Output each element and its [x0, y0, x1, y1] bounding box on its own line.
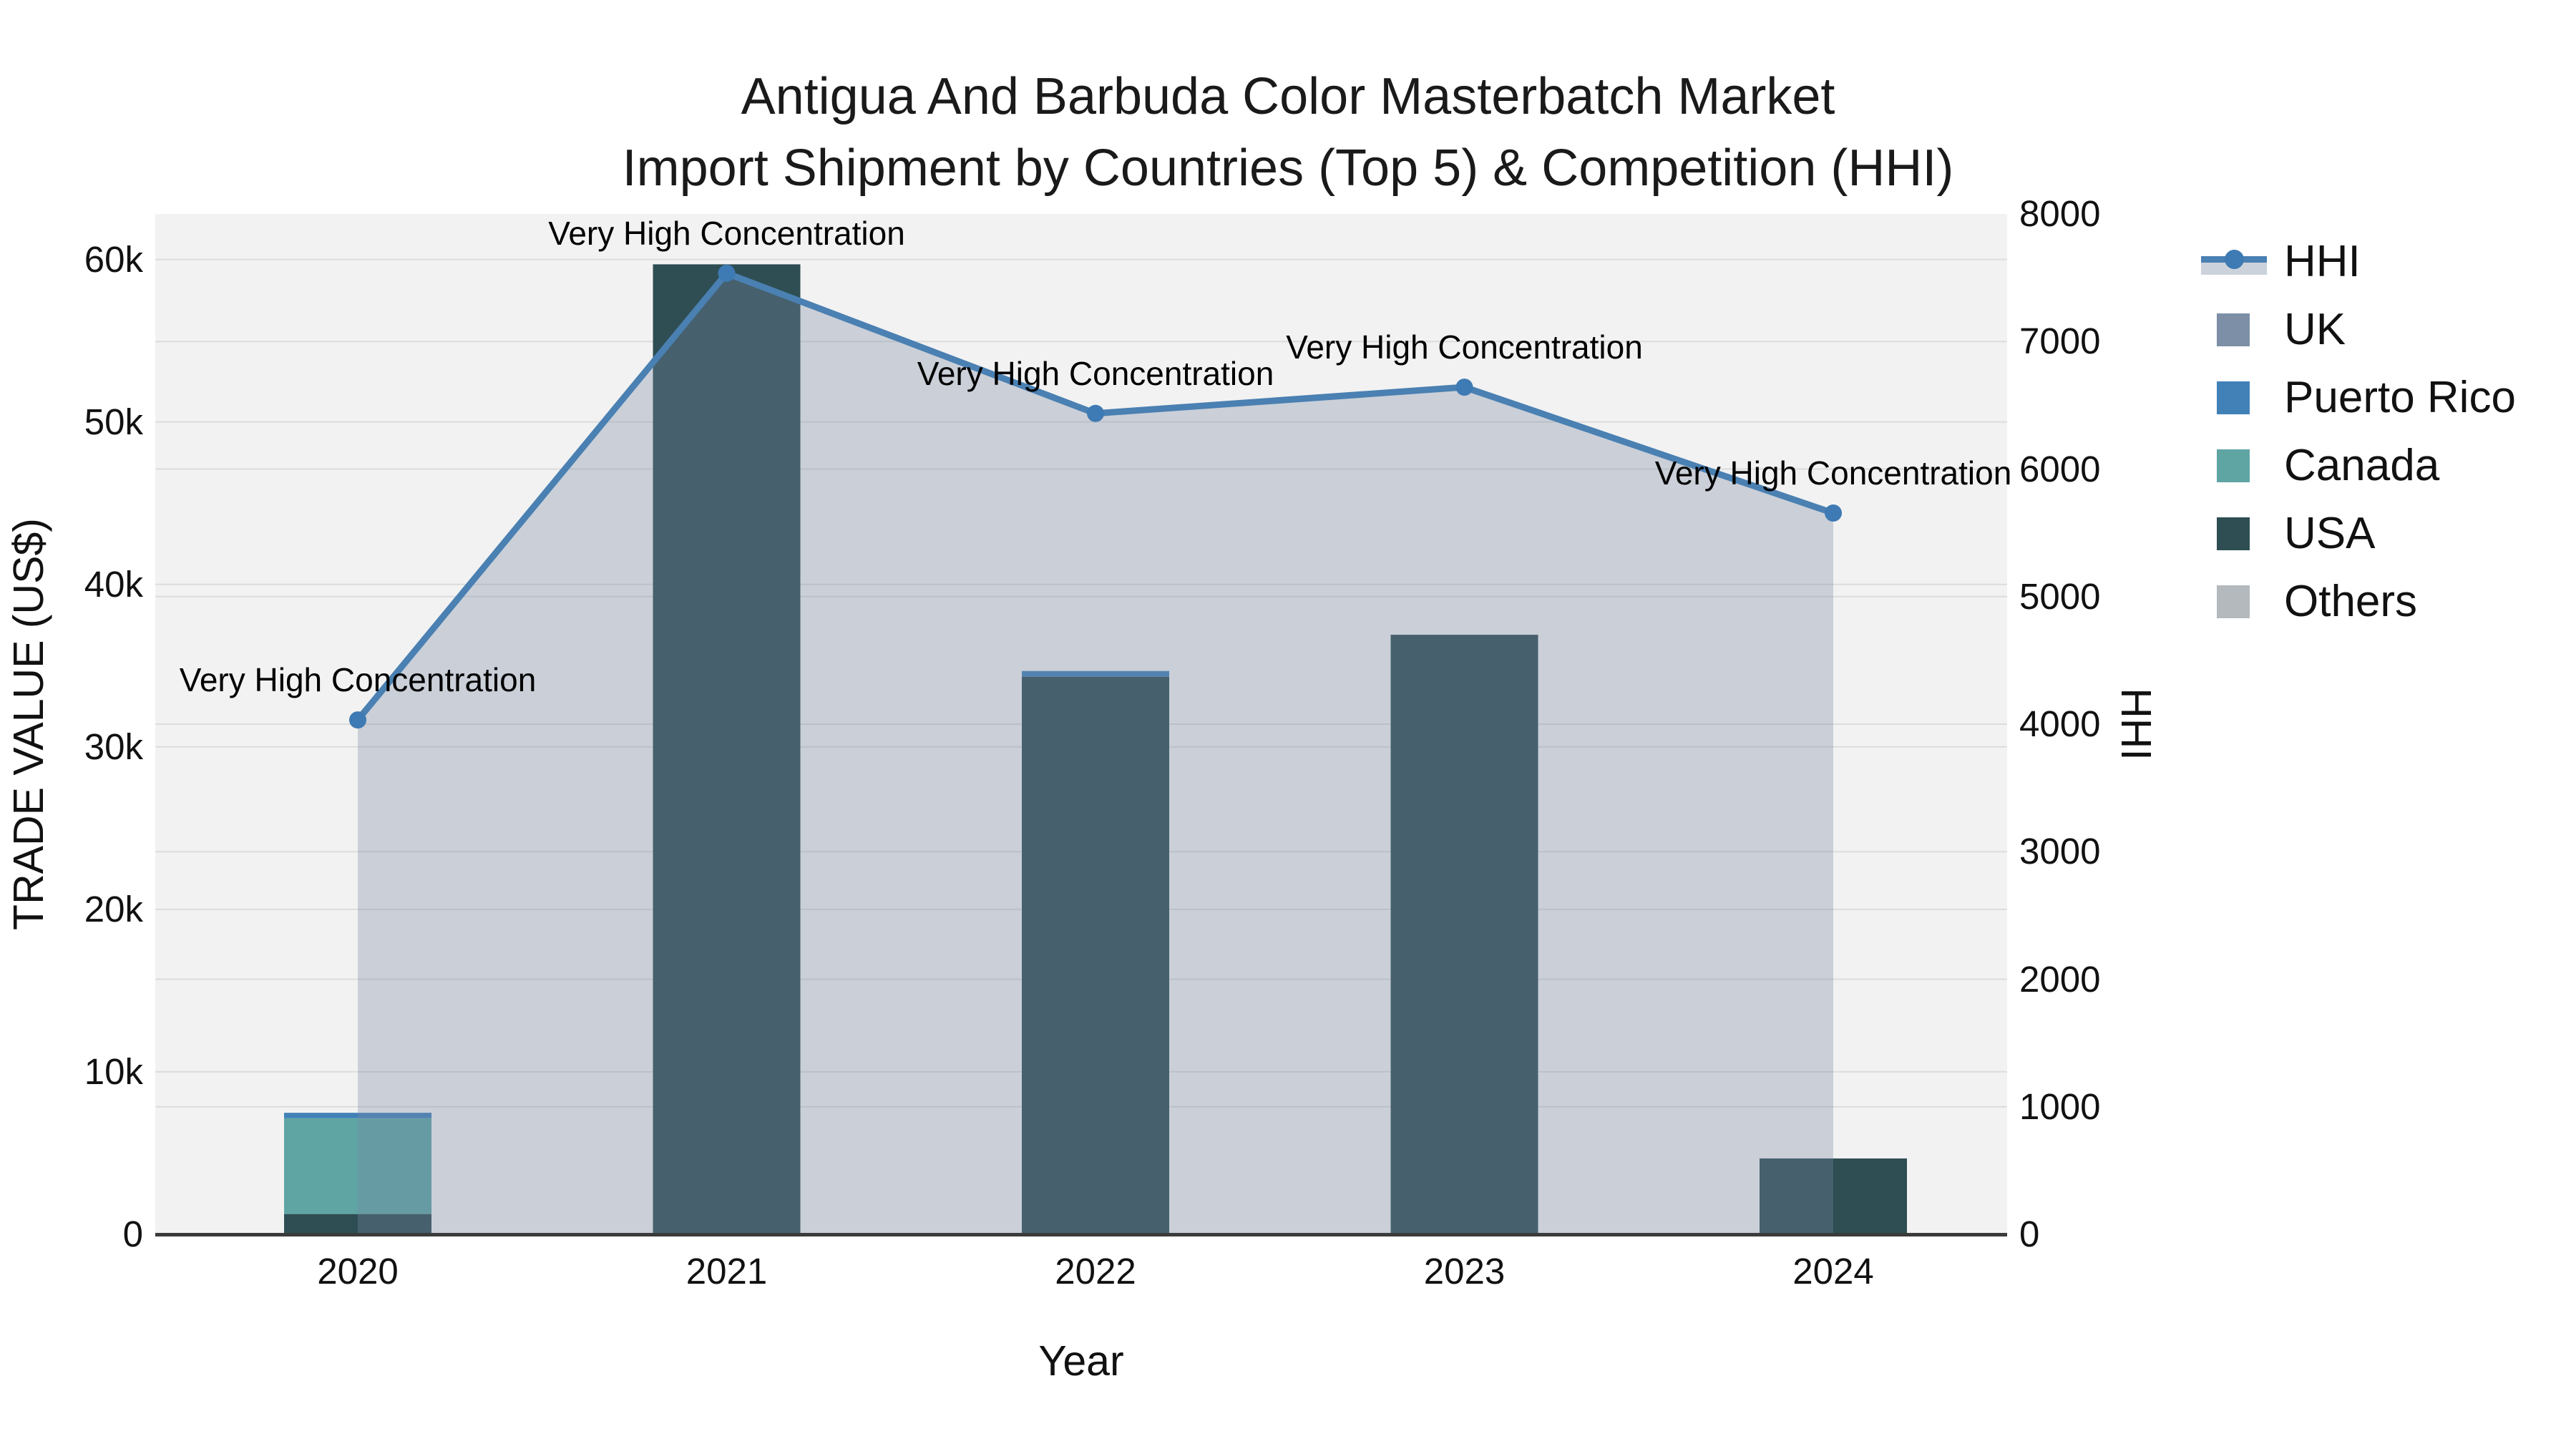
annotation-2022: Very High Concentration [917, 354, 1274, 392]
legend-label: UK [2284, 305, 2346, 354]
y-right-tick-4000: 4000 [2019, 703, 2101, 744]
bar-segment-usa-2024 [1760, 1158, 1907, 1234]
hhi-marker-2024 [1825, 504, 1842, 522]
y-left-tick-20k: 20k [84, 888, 143, 930]
chart-canvas [155, 258, 2007, 1234]
y-right-tick-2000: 2000 [2019, 958, 2101, 1000]
x-tick-2022: 2022 [1055, 1251, 1136, 1292]
y-right-axis-title: HHI [2112, 688, 2160, 761]
legend-label: HHI [2284, 237, 2361, 286]
bar-segment-usa-2022 [1022, 676, 1169, 1234]
bar-segment-usa-2020 [284, 1214, 431, 1234]
canada-swatch-icon [2201, 449, 2267, 482]
legend-label: Canada [2284, 441, 2440, 490]
legend-label: Puerto Rico [2284, 373, 2516, 422]
y-left-tick-30k: 30k [84, 726, 143, 767]
x-axis-line [155, 1233, 2007, 1236]
others-swatch-icon [2201, 585, 2267, 618]
annotation-2024: Very High Concentration [1654, 454, 2012, 492]
legend-label: Others [2284, 577, 2418, 626]
y-left-tick-50k: 50k [84, 401, 143, 442]
x-tick-2020: 2020 [317, 1251, 399, 1292]
legend-item-others[interactable]: Others [2201, 567, 2516, 635]
x-axis-title: Year [1038, 1337, 1124, 1385]
y-left-tick-0: 0 [122, 1214, 143, 1254]
hhi-marker-2023 [1455, 379, 1473, 396]
puerto-rico-swatch-icon [2201, 381, 2267, 414]
legend-item-usa[interactable]: USA [2201, 499, 2516, 567]
legend-item-canada[interactable]: Canada [2201, 431, 2516, 499]
x-tick-2023: 2023 [1423, 1251, 1506, 1292]
chart-title-line2: Import Shipment by Countries (Top 5) & C… [622, 140, 1954, 197]
y-left-tick-60k: 60k [84, 238, 143, 280]
legend-label: USA [2284, 509, 2376, 558]
y-left-tick-10k: 10k [84, 1050, 143, 1092]
annotation-2020: Very High Concentration [179, 661, 537, 699]
chart-title: Antigua And Barbuda Color Masterbatch Ma… [0, 61, 2576, 204]
annotation-2021: Very High Concentration [548, 214, 905, 252]
legend-item-uk[interactable]: UK [2201, 296, 2516, 364]
annotation-2023: Very High Concentration [1286, 328, 1643, 366]
chart-title-line1: Antigua And Barbuda Color Masterbatch Ma… [741, 68, 1835, 125]
uk-swatch-icon [2201, 313, 2267, 346]
hhi-line-swatch-icon [2201, 249, 2267, 275]
bar-segment-puerto-rico-2022 [1022, 670, 1169, 677]
hhi-marker-2021 [718, 264, 736, 282]
y-right-tick-8000: 8000 [2019, 193, 2101, 234]
y-left-tick-40k: 40k [84, 563, 143, 605]
hhi-marker-2020 [349, 711, 366, 729]
bar-segment-puerto-rico-2020 [284, 1113, 431, 1118]
bar-segment-usa-2021 [653, 264, 801, 1234]
hhi-marker-2022 [1087, 404, 1104, 422]
x-tick-2021: 2021 [686, 1251, 768, 1292]
y-right-tick-5000: 5000 [2019, 575, 2101, 617]
legend-item-puerto-rico[interactable]: Puerto Rico [2201, 364, 2516, 431]
y-right-tick-6000: 6000 [2019, 448, 2101, 489]
bar-segment-usa-2023 [1390, 635, 1538, 1234]
legend: HHI UK Puerto Rico Canada USA Others [2201, 228, 2516, 635]
bar-segment-canada-2020 [284, 1118, 431, 1214]
y-right-tick-7000: 7000 [2019, 321, 2101, 362]
plot-area [155, 214, 2007, 1234]
y-right-tick-3000: 3000 [2019, 831, 2101, 872]
x-tick-2024: 2024 [1792, 1251, 1874, 1292]
hhi-area-fill [358, 273, 1833, 1234]
y-right-tick-0: 0 [2019, 1214, 2040, 1254]
y-right-tick-1000: 1000 [2019, 1085, 2101, 1127]
legend-item-hhi[interactable]: HHI [2201, 228, 2516, 296]
usa-swatch-icon [2201, 517, 2267, 550]
